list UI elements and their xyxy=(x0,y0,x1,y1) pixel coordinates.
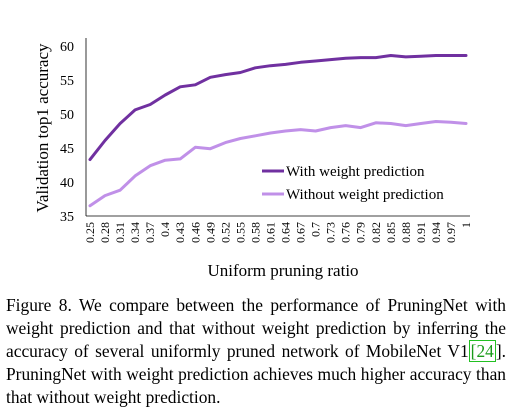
x-tick-labels: 0.25 0.28 0.31 0.34 0.37 0.4 0.43 0.46 0.49 0.52 0… xyxy=(83,222,473,243)
x-tick-label: 0.58 xyxy=(248,222,262,243)
citation-bracket-close: ] xyxy=(495,341,502,361)
series-line-with-weight-prediction xyxy=(88,54,468,162)
series-line-without-weight-prediction xyxy=(88,120,468,208)
x-tick-label: 0.64 xyxy=(279,222,293,243)
legend-label-with-weight-prediction: With weight prediction xyxy=(286,164,425,180)
x-tick-label: 0.7 xyxy=(309,222,323,237)
x-tick-label: 0.55 xyxy=(233,222,247,243)
x-tick-label: 0.67 xyxy=(294,222,308,243)
x-tick-label: 0.88 xyxy=(399,222,413,243)
y-tick-label: 40 xyxy=(60,176,74,191)
y-tick-label: 60 xyxy=(60,40,74,55)
line-chart: 35 40 45 50 55 60 0.25 0.28 0.31 0.34 0.37 0.4 0.43… xyxy=(33,38,473,280)
x-axis-title: Uniform pruning ratio xyxy=(207,261,358,280)
x-tick-label: 0.31 xyxy=(113,222,127,243)
citation-link[interactable]: [24 xyxy=(468,340,496,362)
x-tick-label: 0.82 xyxy=(369,222,383,243)
x-tick-label: 0.79 xyxy=(354,222,368,243)
x-tick-label: 0.73 xyxy=(324,222,338,243)
caption-text-after: . PruningNet with weight prediction achi… xyxy=(6,341,506,407)
x-tick-label: 0.76 xyxy=(339,222,353,243)
x-tick-label: 0.94 xyxy=(429,222,443,243)
y-axis-title: Validation top1 accuracy xyxy=(33,43,52,212)
x-tick-label: 0.61 xyxy=(263,222,277,243)
legend-label-without-weight-prediction: Without weight prediction xyxy=(286,187,444,203)
x-tick-label: 0.91 xyxy=(414,222,428,243)
caption-text-before: Figure 8. We compare between the perform… xyxy=(6,295,506,361)
x-tick-label: 0.37 xyxy=(143,222,157,243)
y-tick-label: 45 xyxy=(60,142,74,157)
citation-number: 24 xyxy=(476,341,494,361)
legend: With weight prediction Without weight pr… xyxy=(262,164,444,203)
x-tick-label: 0.46 xyxy=(188,222,202,243)
x-tick-label: 0.25 xyxy=(83,222,97,243)
x-tick-label: 0.43 xyxy=(173,222,187,243)
x-tick-label: 0.49 xyxy=(203,222,217,243)
x-tick-label: 0.4 xyxy=(158,222,172,237)
figure-caption: Figure 8. We compare between the perform… xyxy=(6,294,506,409)
x-tick-label: 0.85 xyxy=(384,222,398,243)
x-tick-label: 0.34 xyxy=(128,222,142,243)
series-lines xyxy=(88,54,468,208)
x-tick-label: 1 xyxy=(459,222,473,228)
x-tick-label: 0.52 xyxy=(218,222,232,243)
citation-bracket-open: [ xyxy=(470,341,477,361)
y-tick-labels: 35 40 45 50 55 60 xyxy=(60,40,74,225)
y-tick-label: 50 xyxy=(60,108,74,123)
y-tick-label: 35 xyxy=(60,210,74,225)
x-tick-label: 0.28 xyxy=(98,222,112,243)
y-tick-label: 55 xyxy=(60,74,74,89)
x-tick-label: 0.97 xyxy=(444,222,458,243)
